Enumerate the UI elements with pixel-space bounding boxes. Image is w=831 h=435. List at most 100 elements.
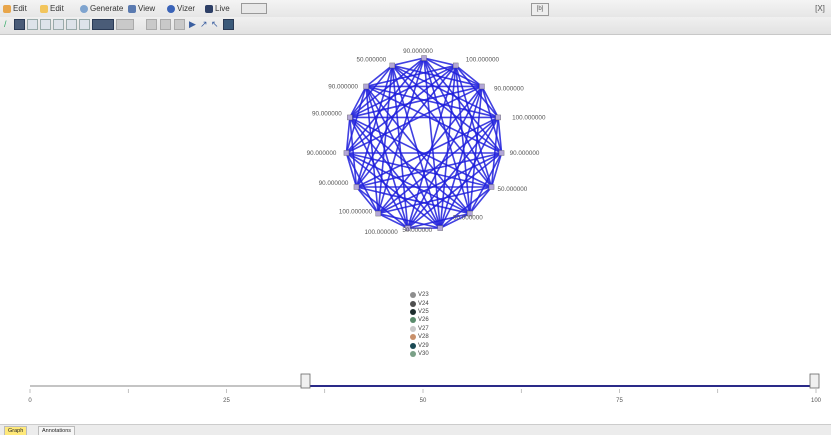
- graph-edge: [407, 116, 499, 229]
- graph-node[interactable]: [421, 55, 427, 61]
- graph-edge: [391, 64, 493, 188]
- timeline-handle-right[interactable]: [809, 373, 820, 389]
- graph-edge: [345, 152, 358, 188]
- arrow-icon[interactable]: ↗: [200, 19, 208, 29]
- menu-edit-2[interactable]: Edit: [40, 2, 64, 15]
- menu-vizer[interactable]: Vizer: [167, 2, 195, 15]
- graph-node[interactable]: [488, 184, 495, 190]
- graph-edge: [349, 64, 393, 118]
- vertex-weight-label: 50.000000: [356, 56, 386, 63]
- tab-annotations[interactable]: Annotations: [38, 426, 76, 435]
- pointer-icon[interactable]: ↖: [211, 19, 219, 29]
- graph-edge: [365, 85, 499, 119]
- legend-label: V29: [418, 342, 429, 349]
- graph-node[interactable]: [495, 114, 501, 121]
- menu-edit[interactable]: Edit: [3, 2, 27, 15]
- graph-node[interactable]: [453, 62, 459, 69]
- graph-node[interactable]: [363, 83, 369, 90]
- vertex-weight-label: 50.000000: [498, 186, 528, 193]
- export-icon[interactable]: [223, 19, 234, 30]
- graph-node[interactable]: [405, 225, 411, 231]
- edit-icon: [3, 4, 11, 13]
- graph-node[interactable]: [479, 83, 485, 90]
- graph-edge: [481, 86, 499, 118]
- graph-edge: [355, 65, 394, 188]
- copy-icon[interactable]: [160, 19, 171, 30]
- camera-icon: [241, 3, 267, 14]
- pencil-tool-icon[interactable]: /: [4, 19, 7, 29]
- vertex-weight-label: 90.000000: [328, 83, 358, 90]
- graph-edge: [365, 86, 409, 229]
- generate-icon: [80, 4, 88, 13]
- graph-edge: [355, 186, 409, 229]
- legend-item: V27: [410, 325, 429, 333]
- graph-edge: [391, 65, 441, 229]
- graph-node[interactable]: [347, 114, 353, 121]
- graph-node[interactable]: [437, 225, 443, 231]
- graph-edge: [454, 65, 471, 214]
- menu-generate[interactable]: Generate: [80, 2, 123, 15]
- graph-canvas[interactable]: 90.000000 100.000000 90.000000 100.000000 90…: [0, 34, 831, 284]
- vertex-weight-label: 90.000000: [510, 150, 540, 157]
- bottom-tab-bar: Graph Annotations: [0, 424, 831, 435]
- menu-bar: Edit Edit Generate View Vizer Live [b] […: [0, 0, 831, 18]
- legend-label: V25: [418, 308, 429, 315]
- list-icon[interactable]: [146, 19, 157, 30]
- window-mode-button[interactable]: [b]: [531, 3, 549, 16]
- vertex-weight-label: 100.000000: [339, 209, 373, 216]
- graph-node[interactable]: [375, 210, 381, 217]
- legend-item: V26: [410, 316, 429, 324]
- graph-edge: [345, 86, 367, 154]
- graph-node[interactable]: [343, 150, 350, 156]
- legend-item: V24: [410, 299, 429, 307]
- legend-label: V30: [418, 350, 429, 357]
- legend-item: V23: [410, 291, 429, 299]
- vertex-weight-label: 90.000000: [494, 85, 524, 92]
- legend-swatch-icon: [410, 334, 416, 341]
- graph-edge: [497, 117, 503, 154]
- timeline-handle-left[interactable]: [300, 373, 311, 389]
- graph-edge: [439, 212, 471, 229]
- layout-tool-icon[interactable]: [66, 19, 77, 30]
- menu-view[interactable]: View: [128, 2, 155, 15]
- graph-nodes: [343, 55, 505, 231]
- vertex-legend: V23 V24 V25 V26 V27 V28 V29 V30: [410, 291, 429, 358]
- graph-edge: [391, 64, 503, 154]
- grid-icon[interactable]: [116, 19, 134, 30]
- timeline-ticks: 0 25 50 75 100: [28, 389, 822, 404]
- menu-live[interactable]: Live: [205, 2, 230, 15]
- graph-node[interactable]: [467, 210, 473, 217]
- zoom-tool-icon[interactable]: [79, 19, 90, 30]
- tab-graph[interactable]: Graph: [4, 426, 28, 435]
- timeline-tick-label: 50: [420, 398, 427, 404]
- timeline-tick-label: 25: [223, 398, 230, 404]
- graph-edge: [391, 65, 409, 229]
- graph-edge: [391, 64, 499, 119]
- timeline-slider[interactable]: 0 25 50 75 100: [0, 372, 831, 422]
- graph-edge: [345, 117, 351, 154]
- vertex-weight-label: 50.000000: [402, 227, 432, 234]
- menu-screenshot-button[interactable]: [241, 2, 267, 15]
- menu-view-label: View: [138, 4, 156, 13]
- graph-edge: [455, 64, 483, 88]
- node-tool-icon[interactable]: [27, 19, 38, 30]
- paste-icon[interactable]: [174, 19, 185, 30]
- close-button[interactable]: [X]: [815, 4, 825, 13]
- active-mode-button[interactable]: [92, 19, 114, 30]
- legend-item: V28: [410, 333, 429, 341]
- graph-node[interactable]: [498, 150, 505, 156]
- graph-edge: [377, 65, 394, 214]
- graph-edge: [349, 85, 483, 119]
- legend-item: V25: [410, 308, 429, 316]
- graph-edge: [345, 64, 457, 154]
- graph-node[interactable]: [389, 62, 395, 69]
- graph-edge: [423, 57, 456, 67]
- vertex-weight-label: 90.000000: [312, 110, 342, 117]
- play-icon[interactable]: ▶: [189, 19, 196, 29]
- move-tool-icon[interactable]: [53, 19, 64, 30]
- legend-label: V24: [418, 300, 429, 307]
- graph-node[interactable]: [353, 184, 360, 190]
- select-tool-icon[interactable]: [14, 19, 25, 30]
- edge-tool-icon[interactable]: [40, 19, 51, 30]
- graph-edge: [355, 57, 425, 188]
